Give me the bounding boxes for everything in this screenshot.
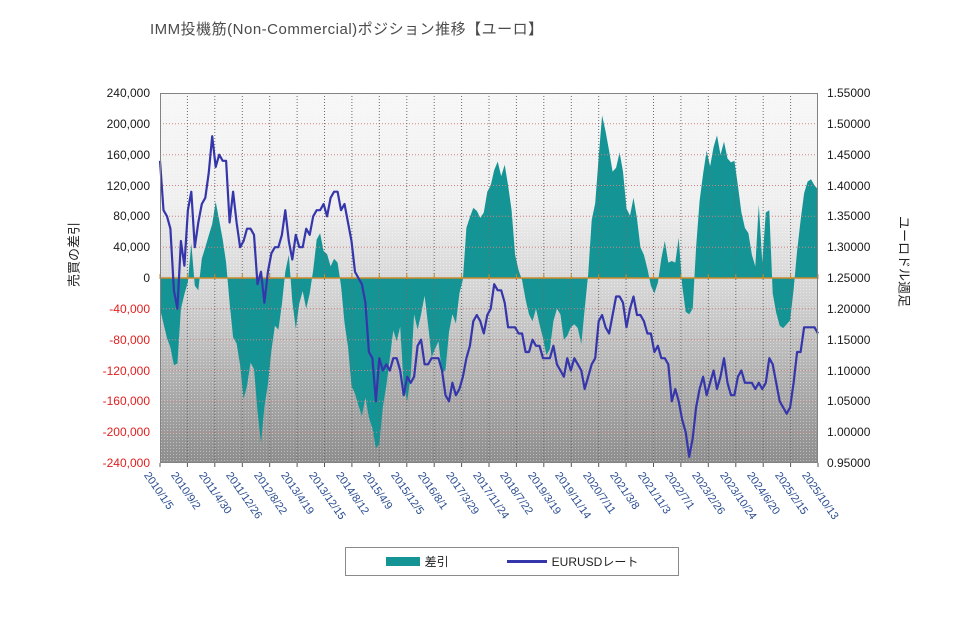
right-tick-label: 1.25000 xyxy=(827,271,871,285)
plot-svg xyxy=(158,93,819,467)
left-tick-label: -80,000 xyxy=(109,332,150,347)
left-tick-label: 120,000 xyxy=(106,178,150,193)
right-tick-label: 1.35000 xyxy=(827,209,871,224)
right-tick-label: 1.45000 xyxy=(827,147,871,162)
left-tick-label: -40,000 xyxy=(109,301,150,316)
legend-item-eurusd: EURUSDレート xyxy=(506,553,639,570)
legend: 差引 EURUSDレート xyxy=(345,547,679,576)
left-tick-label: 40,000 xyxy=(113,240,150,255)
x-tick-label: 2025/10/13 xyxy=(799,470,841,522)
right-tick-label: 1.05000 xyxy=(827,394,871,409)
left-tick-label: 160,000 xyxy=(106,147,150,162)
legend-label-eurusd: EURUSDレート xyxy=(551,555,639,569)
right-tick-label: 1.15000 xyxy=(827,332,871,347)
right-tick-label: 1.30000 xyxy=(827,240,871,255)
plot-area xyxy=(158,93,819,467)
right-tick-label: 1.55000 xyxy=(827,86,871,100)
left-tick-label: 200,000 xyxy=(106,116,150,131)
right-tick-label: 1.10000 xyxy=(827,363,871,378)
left-tick-label: -240,000 xyxy=(102,456,150,470)
left-tick-label: 0 xyxy=(143,271,150,285)
left-tick-label: -160,000 xyxy=(102,394,150,409)
right-tick-label: 1.50000 xyxy=(827,116,871,131)
left-tick-label: 240,000 xyxy=(106,86,150,100)
right-tick-label: 0.95000 xyxy=(827,456,871,470)
right-tick-label: 1.20000 xyxy=(827,301,871,316)
chart-title: IMM投機筋(Non-Commercial)ポジション推移【ユーロ】 xyxy=(150,21,544,38)
area-swatch-icon xyxy=(385,557,420,566)
right-tick-label: 1.00000 xyxy=(827,425,871,440)
right-axis-title: ユーロドル週足 xyxy=(896,215,912,307)
right-tick-label: 1.40000 xyxy=(827,178,871,193)
right-axis-tick-labels: 1.55000 1.50000 1.45000 1.40000 1.35000 1.300… xyxy=(827,86,897,470)
legend-label-net: 差引 xyxy=(424,555,449,569)
left-tick-label: -120,000 xyxy=(102,363,150,378)
legend-item-net: 差引 xyxy=(385,553,449,570)
left-tick-label: 80,000 xyxy=(113,209,150,224)
left-tick-label: -200,000 xyxy=(102,425,150,440)
x-axis-tick-labels: 2010/1/5 2010/9/2 2011/4/30 2011/12/26 2012/… xyxy=(141,468,840,548)
left-axis-tick-labels: 240,000 200,000 160,000 120,000 80,000 40,000… xyxy=(58,86,150,470)
line-swatch-icon xyxy=(506,560,547,563)
